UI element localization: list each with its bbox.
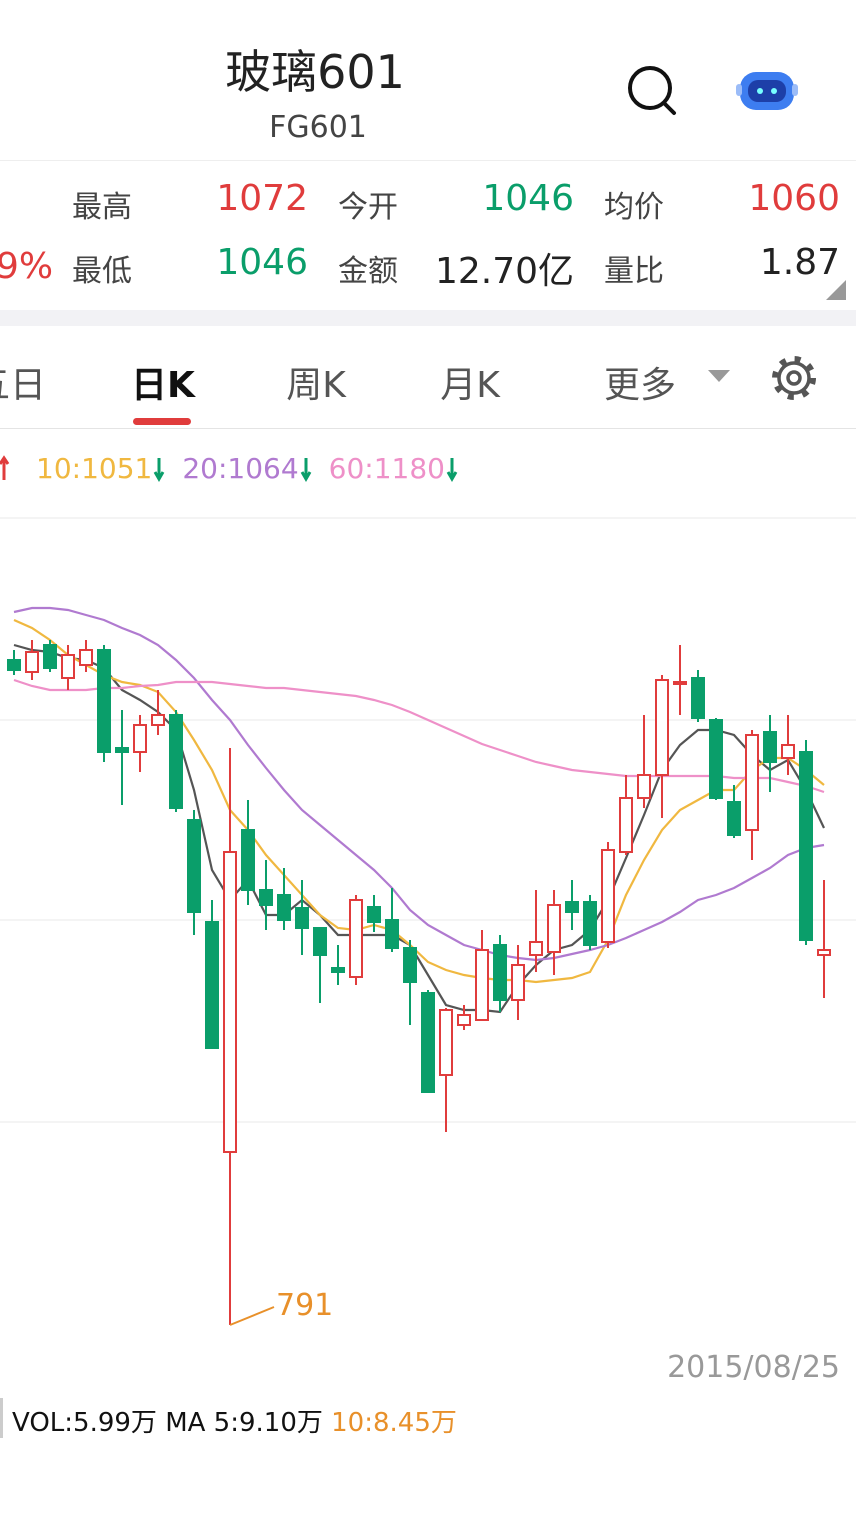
robot-icon[interactable] <box>736 64 798 114</box>
ma-value: 60:1180 <box>328 452 445 485</box>
candle-body <box>817 949 831 956</box>
candle-body <box>745 734 759 831</box>
candle-body <box>43 644 57 669</box>
tab[interactable]: 月K <box>440 365 500 406</box>
candle-body <box>673 681 687 685</box>
candle-body <box>421 992 435 1093</box>
ma-line <box>13 618 825 984</box>
candle-body <box>457 1014 471 1026</box>
candle-body <box>799 751 813 941</box>
candle-body <box>565 901 579 913</box>
ma-value: 10:1051 <box>36 452 153 485</box>
kline-chart: 791 <box>0 517 856 1326</box>
candle-body <box>781 744 795 759</box>
code: FG601 <box>269 110 367 145</box>
date-label: 2015/08/25 <box>667 1350 840 1385</box>
candle-body <box>295 907 309 929</box>
candle-body <box>349 899 363 978</box>
tab[interactable]: 日K <box>131 365 195 406</box>
candle-body <box>367 906 381 923</box>
more-arrow[interactable] <box>706 368 734 386</box>
separator-band <box>0 310 856 326</box>
candle-body <box>547 904 561 953</box>
tab[interactable]: 周K <box>286 365 346 406</box>
candle-body <box>313 927 327 956</box>
candle-body <box>727 801 741 836</box>
down-arrow <box>154 457 165 482</box>
candle-body <box>133 724 147 753</box>
candle-body <box>259 889 273 906</box>
low-label: 791 <box>276 1288 333 1323</box>
expand-corner[interactable] <box>826 280 846 300</box>
candle-body <box>97 649 111 753</box>
candle-body <box>493 944 507 1001</box>
quote-label: 量比 <box>604 254 664 289</box>
vol-text: VOL:5.99万 MA 5:9.10万 10:8.45万 <box>12 1402 457 1439</box>
ma-line <box>13 606 825 962</box>
quote-value: 1072 <box>216 178 308 219</box>
candle-body <box>511 964 525 1001</box>
quote-label: 均价 <box>604 190 664 225</box>
settings-icon[interactable] <box>770 354 818 402</box>
candle-body <box>529 941 543 956</box>
title: 玻璃601 <box>225 45 405 99</box>
vol-ma5: VOL:5.99万 MA 5:9.10万 <box>12 1408 323 1438</box>
divider <box>0 160 856 161</box>
change-percent: 9% <box>0 246 54 287</box>
candle-body <box>637 774 651 799</box>
candle-body <box>151 714 165 726</box>
vol-marker <box>0 1398 3 1438</box>
candle-body <box>223 851 237 1153</box>
active-tab-indicator <box>133 418 191 425</box>
candle-body <box>475 949 489 1021</box>
search-icon[interactable] <box>620 60 690 130</box>
candle-body <box>439 1009 453 1076</box>
quote-value: 1046 <box>216 242 308 283</box>
candle-body <box>205 921 219 1049</box>
ma-line <box>13 678 825 794</box>
candle-body <box>187 819 201 913</box>
tab[interactable]: 五日 <box>0 365 46 406</box>
candle-body <box>169 714 183 809</box>
candle-body <box>241 829 255 891</box>
candle-body <box>385 919 399 949</box>
ma-legend: 10:1051 20:1064 60:1180 <box>0 452 459 485</box>
candle-body <box>763 731 777 763</box>
quote-label: 最高 <box>72 190 132 225</box>
down-arrow <box>446 457 458 482</box>
quote-value: 1060 <box>748 178 840 219</box>
quote-value: 1046 <box>482 178 574 219</box>
candle-body <box>25 651 39 673</box>
down-arrow <box>300 457 311 482</box>
candle-body <box>619 797 633 853</box>
tab[interactable]: 更多 <box>603 365 676 406</box>
candle-body <box>709 719 723 799</box>
candle-body <box>691 677 705 719</box>
quote-label: 最低 <box>72 254 132 289</box>
quote-value: 1.87 <box>759 242 840 283</box>
candle-body <box>655 679 669 776</box>
candle-body <box>583 901 597 946</box>
candle-body <box>277 894 291 921</box>
candle-body <box>403 947 417 983</box>
quote-label: 金额 <box>338 254 398 289</box>
ma-line <box>13 643 825 1014</box>
candle-body <box>115 747 129 753</box>
candle-body <box>7 659 21 671</box>
candle-body <box>61 654 75 679</box>
candle-body <box>331 967 345 973</box>
ma-value: 20:1064 <box>182 452 299 485</box>
up-arrow <box>0 454 10 480</box>
candle-body <box>601 849 615 943</box>
low-leader <box>229 1306 275 1326</box>
divider <box>0 428 856 429</box>
vol-ma10: 10:8.45万 <box>331 1408 457 1438</box>
quote-value: 12.70亿 <box>434 251 574 292</box>
candle-body <box>79 649 93 666</box>
quote-label: 今开 <box>338 190 398 225</box>
